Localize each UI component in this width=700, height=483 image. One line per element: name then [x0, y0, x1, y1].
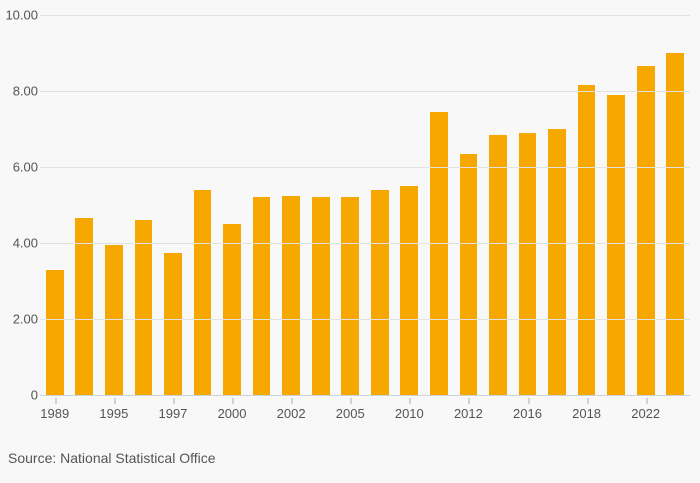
bar-slot-2014: [483, 15, 513, 395]
bar-slot-2007: [365, 15, 395, 395]
bar-chart-container: 0 2.00 4.00 6.00 8.00 10.00 1989 1995 1997 2000 2…: [0, 0, 700, 483]
x-axis-label-2000: 2000: [218, 406, 247, 421]
x-tick-1989: [55, 398, 57, 404]
bar-2000[interactable]: [223, 224, 241, 395]
x-tick-1997: [173, 398, 175, 404]
x-axis-label-1997: 1997: [158, 406, 187, 421]
source-label: Source: National Statistical Office: [8, 450, 216, 466]
x-axis-label-2010: 2010: [395, 406, 424, 421]
bar-2023[interactable]: [666, 53, 684, 395]
y-axis-label-10: 10.00: [2, 8, 38, 23]
x-tick-2005: [350, 398, 352, 404]
x-tick-2012: [468, 398, 470, 404]
x-tick-2010: [409, 398, 411, 404]
bar-slot-2017: [542, 15, 572, 395]
x-axis-label-2022: 2022: [631, 406, 660, 421]
bar-slot-1989: [40, 15, 70, 395]
bar-slot-2022: [631, 15, 661, 395]
bar-1999[interactable]: [194, 190, 212, 395]
x-axis-label-1989: 1989: [40, 406, 69, 421]
bar-2018[interactable]: [578, 85, 596, 395]
bar-slot-1995: [99, 15, 129, 395]
bar-slot-1997: [158, 15, 188, 395]
bar-2014[interactable]: [489, 135, 507, 395]
bar-slot-2020: [601, 15, 631, 395]
y-axis-label-0: 0: [2, 388, 38, 403]
gridline-8: [40, 91, 690, 92]
x-tick-2016: [528, 398, 530, 404]
bar-slot-2016: [513, 15, 543, 395]
bar-slot-2012: [454, 15, 484, 395]
x-axis-label-2005: 2005: [336, 406, 365, 421]
bar-slot-1999: [188, 15, 218, 395]
bar-slot-2023: [660, 15, 690, 395]
bar-1989[interactable]: [46, 270, 64, 395]
bar-slot-2010: [395, 15, 425, 395]
bar-2001[interactable]: [253, 197, 271, 395]
x-tick-2002: [291, 398, 293, 404]
x-axis-label-2018: 2018: [572, 406, 601, 421]
bar-1996[interactable]: [135, 220, 153, 395]
bar-slot-1996: [129, 15, 159, 395]
gridline-6: [40, 167, 690, 168]
x-axis-labels: 1989 1995 1997 2000 2002 2005 2010 2012 2016 2018…: [40, 398, 690, 428]
x-axis-label-1995: 1995: [99, 406, 128, 421]
gridline-4: [40, 243, 690, 244]
bar-1997[interactable]: [164, 253, 182, 396]
bar-2002[interactable]: [282, 196, 300, 396]
bar-slot-2005: [335, 15, 365, 395]
bar-2005[interactable]: [341, 197, 359, 395]
x-axis-label-2016: 2016: [513, 406, 542, 421]
bar-slot-2004: [306, 15, 336, 395]
bar-2010[interactable]: [400, 186, 418, 395]
y-axis-label-2: 2.00: [2, 312, 38, 327]
gridline-10: [40, 15, 690, 16]
x-tick-2022: [646, 398, 648, 404]
bar-slot-2000: [217, 15, 247, 395]
plot-area: 0 2.00 4.00 6.00 8.00 10.00: [40, 15, 690, 395]
bar-slot-2018: [572, 15, 602, 395]
x-axis-label-2002: 2002: [277, 406, 306, 421]
x-tick-1995: [114, 398, 116, 404]
x-axis-line: [40, 395, 690, 396]
bar-1994[interactable]: [75, 218, 93, 395]
bar-slot-1994: [70, 15, 100, 395]
y-axis-label-6: 6.00: [2, 160, 38, 175]
bar-slot-2002: [276, 15, 306, 395]
bar-2004[interactable]: [312, 197, 330, 395]
gridline-2: [40, 319, 690, 320]
bar-2016[interactable]: [519, 133, 537, 395]
bar-2007[interactable]: [371, 190, 389, 395]
bar-slot-2011: [424, 15, 454, 395]
x-tick-2000: [232, 398, 234, 404]
bar-2011[interactable]: [430, 112, 448, 395]
x-axis-label-2012: 2012: [454, 406, 483, 421]
y-axis-label-8: 8.00: [2, 84, 38, 99]
bar-2022[interactable]: [637, 66, 655, 395]
bar-slot-2001: [247, 15, 277, 395]
bar-2012[interactable]: [460, 154, 478, 395]
bar-2020[interactable]: [607, 95, 625, 395]
bar-2017[interactable]: [548, 129, 566, 395]
x-tick-2018: [587, 398, 589, 404]
y-axis-label-4: 4.00: [2, 236, 38, 251]
bars-wrap: [40, 15, 690, 395]
